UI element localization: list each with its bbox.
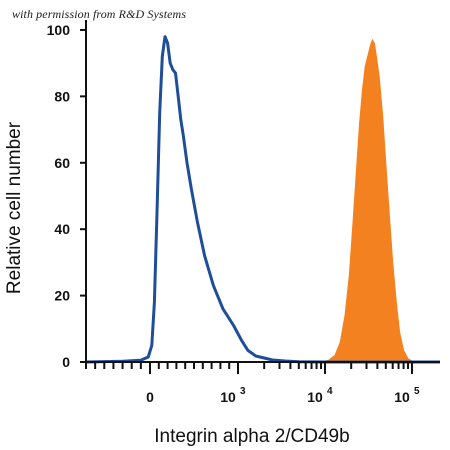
y-tick-label: 60 [54, 155, 70, 171]
x-tick-exponent: 3 [240, 386, 246, 397]
stained-histogram-layer [86, 38, 441, 363]
y-tick-label: 20 [54, 288, 70, 304]
control-histogram-layer [85, 35, 440, 364]
x-tick-exponent: 5 [414, 386, 420, 397]
y-tick-label: 80 [54, 88, 70, 104]
y-axis-label: Relative cell number [4, 121, 25, 294]
x-tick-exponent: 4 [327, 386, 333, 397]
y-tick-label: 0 [62, 354, 70, 370]
y-tick-label: 40 [54, 221, 70, 237]
x-tick-label: 10 [307, 389, 323, 405]
x-axis-ticks: 0 10 3 10 4 10 5 [85, 362, 420, 405]
stained-histogram-area [86, 38, 441, 363]
y-tick-label: 100 [47, 22, 71, 38]
watermark-text: with permission from R&D Systems [12, 7, 187, 21]
axes [85, 20, 440, 363]
x-tick-label: 0 [146, 389, 154, 405]
x-tick-label: 10 [220, 389, 236, 405]
control-histogram-line [85, 35, 440, 364]
x-tick-label: 10 [394, 389, 410, 405]
y-axis-ticks: 0 20 40 60 80 100 [47, 22, 86, 370]
x-axis-label: Integrin alpha 2/CD49b [154, 426, 349, 447]
